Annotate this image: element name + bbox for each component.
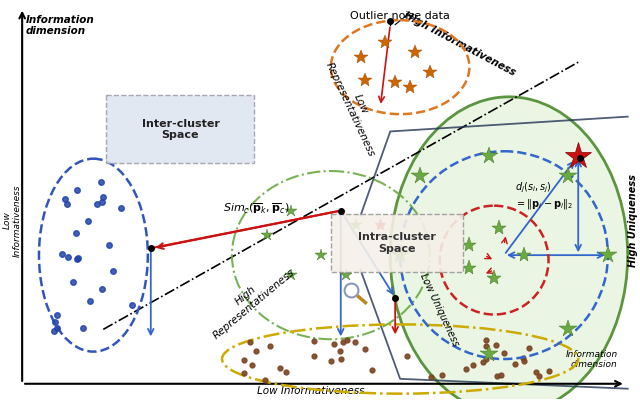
Text: High Uniqueness: High Uniqueness	[628, 174, 637, 267]
Text: Information
dimension: Information dimension	[26, 15, 95, 36]
Text: High
Representativeness: High Representativeness	[204, 258, 296, 341]
Text: Low
Representativeness: Low Representativeness	[324, 56, 387, 158]
Text: Information
dimension: Information dimension	[566, 350, 618, 369]
Text: Low
Informativeness: Low Informativeness	[3, 184, 22, 257]
Text: Intra-cluster
Space: Intra-cluster Space	[358, 232, 436, 254]
FancyBboxPatch shape	[106, 95, 253, 163]
Ellipse shape	[390, 97, 628, 400]
Text: $Sim_c(\overline{\mathbf{p}}_k, \overline{\mathbf{p}}_c)$: $Sim_c(\overline{\mathbf{p}}_k, \overlin…	[223, 201, 290, 216]
Text: High Informativeness: High Informativeness	[402, 11, 517, 78]
Text: Inter-cluster
Space: Inter-cluster Space	[141, 119, 220, 140]
Text: $d_j(s_i,s_j)$
$= \|\mathbf{p}_i - \mathbf{p}_l\|_2$: $d_j(s_i,s_j)$ $= \|\mathbf{p}_i - \math…	[515, 181, 573, 211]
FancyBboxPatch shape	[331, 214, 463, 272]
Text: Outlier noise data: Outlier noise data	[350, 11, 450, 21]
Text: Low Uniqueness: Low Uniqueness	[419, 272, 461, 348]
Text: Low Informativeness: Low Informativeness	[257, 386, 365, 396]
